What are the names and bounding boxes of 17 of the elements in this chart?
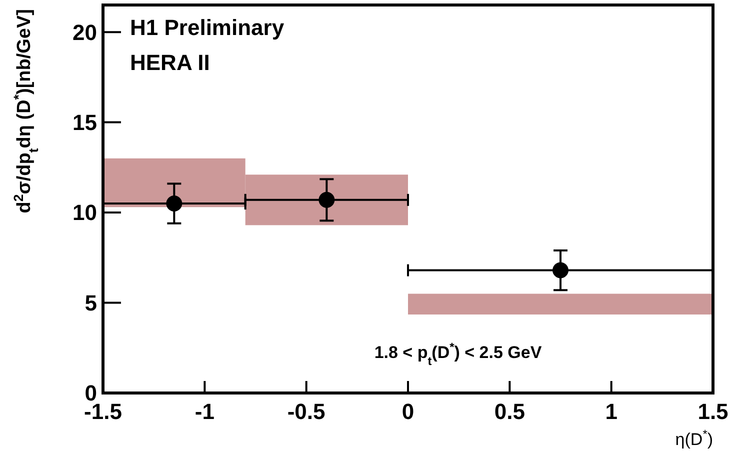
x-tick-label: 0.5	[494, 399, 525, 424]
y-tick-label: 5	[84, 290, 97, 316]
annotation: 1.8 < p$_{t}$(D$^{*}$) < 2.5 GeV	[374, 340, 542, 368]
x-axis-title: η(D$^{*}$)	[675, 427, 713, 449]
y-tick-label: 20	[72, 20, 97, 45]
annotation: H1 Preliminary	[130, 15, 285, 40]
annotation: HERA II	[130, 50, 210, 75]
point	[552, 262, 568, 278]
x-tick-label: 0	[402, 399, 414, 424]
y-tick-label: 15	[72, 110, 97, 135]
x-tick-label: 1.5	[698, 399, 728, 424]
x-tick-label: -1	[194, 399, 214, 424]
x-tick-label: 1	[605, 399, 618, 424]
y-tick-label: 10	[72, 200, 97, 226]
point	[166, 196, 182, 212]
point	[318, 192, 335, 208]
x-tick-label: -0.5	[287, 399, 326, 424]
